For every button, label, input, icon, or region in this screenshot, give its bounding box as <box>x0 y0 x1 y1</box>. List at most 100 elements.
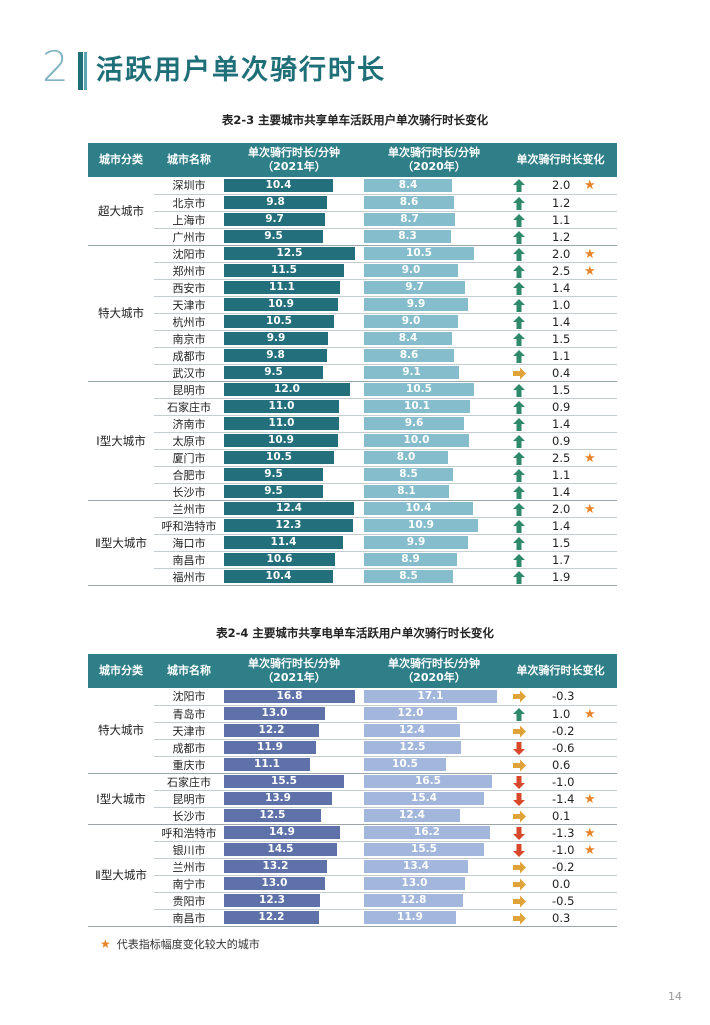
header-2020: 单次骑行时长/分钟 （2020年） <box>364 143 504 177</box>
city-name: 石家庄市 <box>154 398 224 416</box>
change-cell: 0.4 <box>504 364 617 382</box>
table-row: 昆明市 13.9 15.4 -1.4 ★ <box>88 790 617 808</box>
bar-2021: 9.5 <box>224 485 323 498</box>
city-name: 武汉市 <box>154 364 224 382</box>
bar-2020: 8.4 <box>364 178 452 192</box>
city-name: 郑州市 <box>154 262 224 280</box>
bar-2021-cell: 12.5 <box>224 245 364 263</box>
bar-2020-cell: 10.4 <box>364 500 504 518</box>
city-name: 天津市 <box>154 296 224 314</box>
table2-caption: 表2-4 主要城市共享电单车活跃用户单次骑行时长变化 <box>216 626 494 640</box>
bar-2020-cell: 8.9 <box>364 551 504 569</box>
bar-2021: 13.2 <box>224 860 327 873</box>
arrow-right-icon <box>513 367 526 379</box>
bar-2021-cell: 16.8 <box>224 688 364 706</box>
bar-2020: 9.9 <box>364 536 468 549</box>
arrow-up-icon <box>513 434 525 448</box>
change-value: -1.0 <box>552 842 575 857</box>
arrow-right-icon <box>513 895 526 907</box>
city-name: 昆明市 <box>154 790 224 808</box>
bar-2021-cell: 9.7 <box>224 211 364 229</box>
city-name: 合肥市 <box>154 466 224 484</box>
bar-2021-cell: 10.5 <box>224 449 364 467</box>
table-row: 兰州市 13.2 13.4 -0.2 <box>88 858 617 876</box>
bar-2021-cell: 12.4 <box>224 500 364 518</box>
change-cell: -0.2 <box>504 722 617 740</box>
header-category: 城市分类 <box>88 143 154 177</box>
bar-2021: 10.6 <box>224 553 335 566</box>
star-icon: ★ <box>584 450 596 466</box>
bar-2020-cell: 9.9 <box>364 296 504 314</box>
change-cell: 0.9 <box>504 398 617 416</box>
city-name: 天津市 <box>154 722 224 740</box>
bar-2020: 8.1 <box>364 485 449 498</box>
bar-2020: 8.0 <box>364 451 448 464</box>
table-row: 广州市 9.5 8.3 1.2 <box>88 228 617 246</box>
change-cell: 1.1 <box>504 347 617 365</box>
star-icon: ★ <box>584 825 596 841</box>
bar-2020: 15.5 <box>364 843 484 856</box>
change-cell: 2.5 ★ <box>504 449 617 467</box>
city-category: Ⅱ型大城市 <box>88 500 154 586</box>
table-row: 成都市 11.9 12.5 -0.6 <box>88 739 617 757</box>
city-name: 沈阳市 <box>154 688 224 706</box>
table-row: 厦门市 10.5 8.0 2.5 ★ <box>88 449 617 467</box>
bar-2021-cell: 9.8 <box>224 194 364 212</box>
bar-2020: 12.8 <box>364 894 463 907</box>
bar-2021: 16.8 <box>224 689 355 703</box>
bar-2021-cell: 11.0 <box>224 415 364 433</box>
city-name: 广州市 <box>154 228 224 246</box>
bar-2020-cell: 16.5 <box>364 773 504 791</box>
change-cell: 0.1 <box>504 807 617 825</box>
bar-2020-cell: 12.8 <box>364 892 504 910</box>
arrow-right-icon <box>513 759 526 771</box>
star-icon: ★ <box>584 246 596 262</box>
city-name: 南宁市 <box>154 875 224 893</box>
bar-2021: 9.5 <box>224 230 323 243</box>
bar-2020-cell: 10.0 <box>364 432 504 450</box>
change-cell: 1.5 <box>504 534 617 552</box>
bar-2021-cell: 9.8 <box>224 347 364 365</box>
change-value: -0.6 <box>552 740 575 755</box>
bar-2020-cell: 8.5 <box>364 568 504 586</box>
change-cell: 1.4 <box>504 517 617 535</box>
city-category: Ⅰ型大城市 <box>88 381 154 501</box>
city-name: 银川市 <box>154 841 224 859</box>
arrow-up-icon <box>513 213 525 227</box>
change-cell: -0.3 <box>504 688 617 706</box>
bar-2020-cell: 8.5 <box>364 466 504 484</box>
bar-2021: 9.8 <box>224 196 327 209</box>
footnote: ★ 代表指标幅度变化较大的城市 <box>100 936 260 952</box>
bar-2021-cell: 12.3 <box>224 892 364 910</box>
header-change: 单次骑行时长变化 <box>504 654 617 688</box>
table-row: 福州市 10.4 8.5 1.9 <box>88 568 617 586</box>
table-row: 贵阳市 12.3 12.8 -0.5 <box>88 892 617 910</box>
header-row: 城市分类 城市名称 单次骑行时长/分钟 （2021年） 单次骑行时长/分钟 （2020年）… <box>88 654 617 688</box>
bar-2020: 9.6 <box>364 417 464 430</box>
bar-2020-cell: 9.0 <box>364 313 504 331</box>
table-row: 北京市 9.8 8.6 1.2 <box>88 194 617 212</box>
city-name: 杭州市 <box>154 313 224 331</box>
table-row: 西安市 11.1 9.7 1.4 <box>88 279 617 297</box>
change-cell: 1.2 <box>504 194 617 212</box>
bar-2021: 10.9 <box>224 434 338 447</box>
bar-2020: 13.4 <box>364 860 468 873</box>
bar-2020-cell: 17.1 <box>364 688 504 706</box>
header-2020: 单次骑行时长/分钟 （2020年） <box>364 654 504 688</box>
bar-2021-cell: 11.1 <box>224 279 364 297</box>
change-value: -0.2 <box>552 723 575 738</box>
change-value: 1.5 <box>552 535 571 550</box>
bar-2020: 16.2 <box>364 826 490 839</box>
bar-2021-cell: 11.5 <box>224 262 364 280</box>
bar-2020-cell: 15.4 <box>364 790 504 808</box>
change-cell: 1.7 <box>504 551 617 569</box>
arrow-right-icon <box>513 810 526 822</box>
city-name: 沈阳市 <box>154 245 224 263</box>
table-row: 天津市 10.9 9.9 1.0 <box>88 296 617 314</box>
city-category: 特大城市 <box>88 688 154 774</box>
change-cell: 1.0 <box>504 296 617 314</box>
star-icon: ★ <box>584 501 596 517</box>
change-value: 1.7 <box>552 552 571 567</box>
bar-2021-cell: 10.9 <box>224 432 364 450</box>
city-name: 长沙市 <box>154 483 224 501</box>
